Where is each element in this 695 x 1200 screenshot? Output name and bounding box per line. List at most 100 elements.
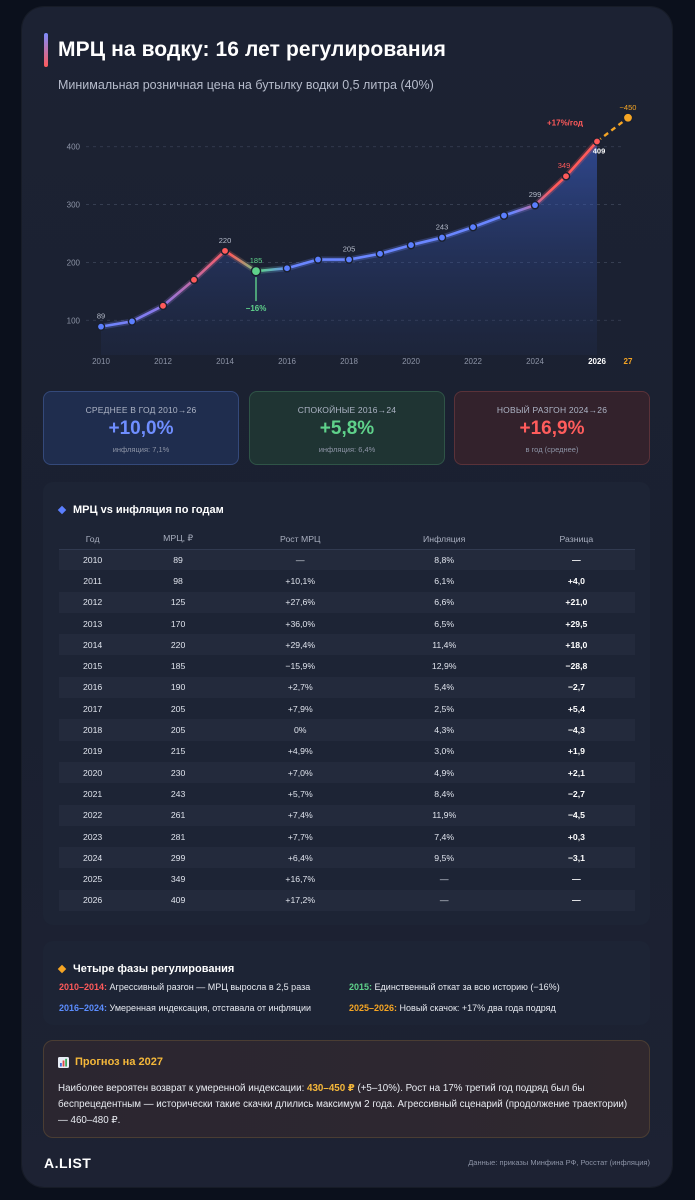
phase-period: 2016–2024:: [59, 1003, 108, 1013]
table-header-row: Год МРЦ, ₽ Рост МРЦ Инфляция Разница: [59, 529, 635, 550]
table-cell: 4,9%: [370, 761, 518, 784]
data-point: [313, 255, 323, 264]
stat-surge: НОВЫЙ РАЗГОН 2024→26 +16,9% в год (средн…: [454, 391, 650, 465]
table-cell: +0,3: [517, 825, 635, 848]
phase-period: 2015:: [349, 982, 373, 992]
table-cell: −2,7: [517, 783, 635, 805]
table-cell: 185: [126, 655, 230, 677]
table-cell: 190: [126, 676, 230, 699]
table-title: МРЦ vs инфляция по годам: [73, 504, 224, 516]
stat-surge-note: в год (среднее): [525, 445, 579, 454]
data-label: 89: [97, 312, 105, 321]
table-cell: 2015: [59, 655, 127, 677]
table-cell: —: [517, 868, 635, 890]
phases-title: Четыре фазы регулирования: [73, 963, 235, 975]
x-tick-label: 2010: [92, 357, 110, 366]
table-cell: 5,4%: [370, 676, 518, 699]
data-source-note: Данные: приказы Минфина РФ, Росстат (инф…: [468, 1158, 650, 1167]
x-tick-label: 2012: [154, 357, 172, 366]
phase-item: 2016–2024: Умеренная индексация, отстава…: [59, 1003, 311, 1013]
data-point: [406, 240, 416, 250]
data-label: ~450: [620, 103, 637, 112]
table-cell: 8,4%: [370, 783, 518, 805]
table-row: 2021 243 +5,7% 8,4% −2,7: [59, 783, 635, 805]
table-cell: +7,7%: [229, 825, 371, 848]
table-cell: 2016: [59, 676, 127, 699]
forecast-text-after: (+5–10%). Рост на 17% третий год подряд …: [58, 1083, 628, 1126]
phase-period: 2025–2026:: [349, 1003, 398, 1013]
table-cell: 2020: [59, 761, 127, 784]
table-cell: —: [517, 549, 635, 571]
chart-area-fill: [101, 141, 597, 355]
x-tick-label: 2016: [278, 357, 296, 366]
table-cell: 0%: [229, 719, 371, 741]
table-cell: —: [370, 868, 518, 890]
table-row: 2014 220 +29,4% 11,4% +18,0: [59, 634, 635, 656]
table-row: 2020 230 +7,0% 4,9% +2,1: [59, 761, 635, 784]
table-cell: 89: [126, 549, 230, 571]
data-point: [375, 249, 385, 259]
table-cell: 98: [126, 570, 230, 592]
stat-calm-note: инфляция: 6,4%: [318, 445, 376, 454]
table-row: 2018 205 0% 4,3% −4,3: [59, 719, 635, 741]
table-cell: 2025: [59, 868, 127, 890]
table-cell: 2013: [59, 612, 127, 635]
table-cell: 261: [126, 804, 230, 826]
table-cell: 409: [126, 889, 230, 912]
data-point: [437, 233, 447, 242]
table-cell: 2021: [59, 783, 127, 805]
table-cell: +16,7%: [229, 868, 371, 890]
phase-description: Агрессивный разгон — МРЦ выросла в 2,5 р…: [107, 982, 311, 992]
phase-description: Новый скачок: +17% два года подряд: [397, 1003, 556, 1013]
table-cell: —: [370, 889, 518, 912]
forecast-text: Наиболее вероятен возврат к умеренной ин…: [58, 1081, 638, 1129]
data-point: [158, 301, 168, 311]
y-tick-label: 300: [67, 201, 81, 210]
table-cell: 205: [126, 719, 230, 741]
phases-section-heading: Четыре фазы регулирования: [57, 963, 235, 975]
data-point: [127, 317, 137, 326]
table-cell: —: [517, 889, 635, 912]
table-row: 2025 349 +16,7% — —: [59, 868, 635, 890]
stat-surge-label: НОВЫЙ РАЗГОН 2024→26: [496, 405, 608, 415]
table-cell: 2010: [59, 549, 127, 571]
table-cell: +29,5: [517, 612, 635, 635]
stat-calm-value: +5,8%: [319, 418, 375, 439]
data-point: [220, 246, 230, 256]
table-section-heading: МРЦ vs инфляция по годам: [57, 504, 224, 516]
table-cell: 6,5%: [370, 612, 518, 635]
table-cell: +18,0: [517, 634, 635, 656]
table-row: 2010 89—8,8% —: [59, 549, 635, 571]
table-cell: −28,8: [517, 655, 635, 677]
x-tick-label: 27: [624, 357, 633, 366]
table-cell: +7,0%: [229, 761, 371, 784]
table-row: 2012 125 +27,6% 6,6% +21,0: [59, 591, 635, 613]
table-cell: +36,0%: [229, 612, 371, 635]
title-accent-bar: [44, 33, 48, 67]
table-cell: 2017: [59, 698, 127, 720]
table-cell: +1,9: [517, 740, 635, 762]
price-vs-inflation-table: Год МРЦ, ₽ Рост МРЦ Инфляция Разница 2010 89 —…: [59, 529, 635, 912]
phase-item: 2015: Единственный откат за всю историю …: [349, 982, 560, 992]
table-cell: 2,5%: [370, 698, 518, 720]
table-cell: −2,7: [517, 676, 635, 699]
data-point: [561, 171, 571, 181]
table-cell: +4,0: [517, 570, 635, 592]
table-cell: 230: [126, 761, 230, 784]
table-cell: 2012: [59, 591, 127, 613]
table-row: 2015 185 −15,9% 12,9% −28,8: [59, 655, 635, 677]
data-label: 205: [343, 245, 356, 254]
chart-annotation: −16%: [246, 304, 267, 313]
data-point: [250, 265, 262, 277]
forecast-heading: Прогноз на 2027: [58, 1056, 163, 1068]
data-point: [282, 263, 292, 273]
column-header: МРЦ, ₽: [126, 529, 230, 550]
table-cell: +10,1%: [229, 570, 371, 592]
stat-average-note: инфляция: 7,1%: [112, 445, 170, 454]
price-line-chart: 100 200 300 400 2010 2012 2014 2016 2018 2020 202…: [67, 103, 637, 366]
y-tick-label: 100: [67, 316, 81, 325]
phase-item: 2025–2026: Новый скачок: +17% два года п…: [349, 1003, 556, 1013]
table-cell: −4,5: [517, 804, 635, 826]
bar-chart-icon: [58, 1056, 69, 1068]
page-subtitle: Минимальная розничная цена на бутылку во…: [58, 78, 434, 92]
